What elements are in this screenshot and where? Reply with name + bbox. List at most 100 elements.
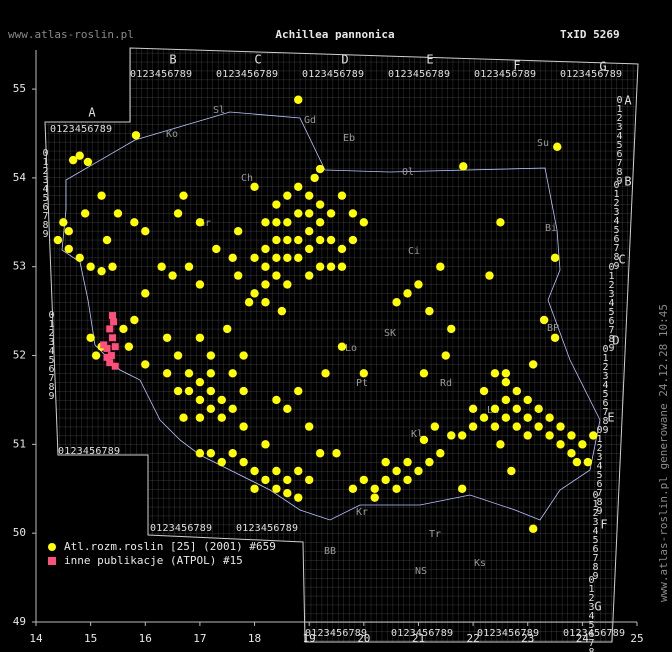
y-tick-label: 54	[13, 171, 27, 184]
region-label: Tr	[429, 529, 441, 540]
x-tick-label: 24	[576, 632, 590, 645]
grid-letter: E	[607, 411, 614, 425]
grid-digits: 0123456789	[216, 69, 278, 80]
record-dot	[326, 235, 336, 245]
record-dot	[97, 266, 106, 276]
record-dot	[479, 386, 489, 396]
record-dot	[359, 369, 369, 378]
grid-digits-vertical: 0123456789	[590, 490, 601, 580]
record-dot	[304, 191, 314, 200]
record-dot	[173, 351, 183, 360]
record-dot	[337, 191, 347, 200]
grid-letter: F	[513, 59, 520, 73]
record-dot	[315, 235, 325, 245]
grid-digits: 0123456789	[302, 69, 364, 80]
record-dot	[304, 422, 314, 431]
record-dot	[348, 484, 358, 493]
record-dot	[392, 298, 401, 307]
record-dot	[195, 449, 205, 458]
record-dot	[501, 413, 511, 422]
record-dot	[528, 360, 538, 369]
record-dot	[131, 131, 141, 140]
record-dot	[217, 457, 226, 467]
record-dot	[392, 484, 401, 493]
record-dot	[261, 280, 270, 289]
record-dot	[572, 457, 582, 467]
record-dot	[501, 369, 511, 378]
record-dot	[261, 262, 270, 271]
record-square	[106, 359, 114, 367]
record-dot	[430, 422, 440, 431]
record-square	[110, 318, 118, 326]
record-dot	[425, 457, 434, 467]
record-dot	[403, 289, 412, 298]
record-dot	[315, 262, 325, 271]
y-tick-label: 51	[13, 437, 26, 450]
grid-letter: B	[624, 175, 631, 189]
record-dot	[545, 431, 554, 440]
region-label: Ci	[408, 246, 420, 257]
record-dot	[425, 306, 434, 316]
record-dot	[250, 253, 259, 263]
record-dot	[479, 413, 489, 422]
record-dot	[195, 377, 205, 387]
record-dot	[523, 413, 532, 422]
record-dot	[419, 435, 429, 445]
grid-letter: A	[624, 94, 632, 108]
y-tick-label: 50	[13, 526, 26, 539]
record-dot	[91, 351, 101, 360]
record-dot	[496, 218, 505, 227]
record-dot	[348, 235, 358, 245]
grid-digits: 0123456789	[391, 628, 453, 639]
region-label: Ko	[166, 129, 178, 140]
record-dot	[272, 235, 281, 245]
record-dot	[512, 386, 521, 396]
grid-digits: 0123456789	[58, 446, 120, 457]
record-dot	[304, 226, 314, 236]
record-dot	[556, 422, 565, 431]
record-dot	[294, 386, 303, 396]
record-dot	[277, 306, 287, 316]
grid-digits-vertical: 0123456789	[600, 344, 611, 434]
region-label: NS	[415, 566, 427, 577]
region-label: Pt	[356, 378, 368, 389]
record-dot	[294, 253, 303, 263]
record-dot	[261, 244, 270, 254]
record-dot	[53, 235, 63, 245]
record-dot	[195, 218, 205, 227]
record-dot	[315, 164, 325, 174]
record-dot	[512, 422, 521, 431]
y-tick-label: 53	[13, 260, 26, 273]
record-dot	[244, 298, 254, 307]
grid-digits: 0123456789	[477, 628, 539, 639]
record-dot	[583, 457, 593, 467]
record-dot	[272, 200, 281, 209]
grid-letter: B	[169, 53, 176, 67]
record-dot	[179, 191, 188, 200]
record-dot	[337, 262, 347, 271]
record-dot	[223, 324, 232, 334]
region-label: Kr	[356, 507, 368, 518]
record-square	[108, 312, 116, 320]
x-tick-label: 21	[412, 632, 425, 645]
region-label: Rd	[440, 378, 452, 389]
record-dot	[321, 369, 330, 378]
record-dot	[206, 386, 216, 396]
record-dot	[184, 262, 194, 271]
record-dot	[195, 333, 205, 342]
record-dot	[64, 244, 73, 254]
record-dot	[195, 413, 205, 422]
record-dot	[326, 262, 336, 271]
record-dot	[75, 151, 84, 160]
record-dot	[272, 484, 281, 493]
grid-digits: 0123456789	[150, 523, 212, 534]
record-dot	[250, 289, 259, 298]
record-dot	[83, 157, 93, 167]
record-dot	[108, 262, 117, 271]
region-label: Ch	[241, 173, 253, 184]
record-dot	[233, 226, 243, 236]
record-dot	[283, 235, 292, 245]
record-dot	[348, 209, 358, 218]
record-dot	[102, 235, 112, 245]
